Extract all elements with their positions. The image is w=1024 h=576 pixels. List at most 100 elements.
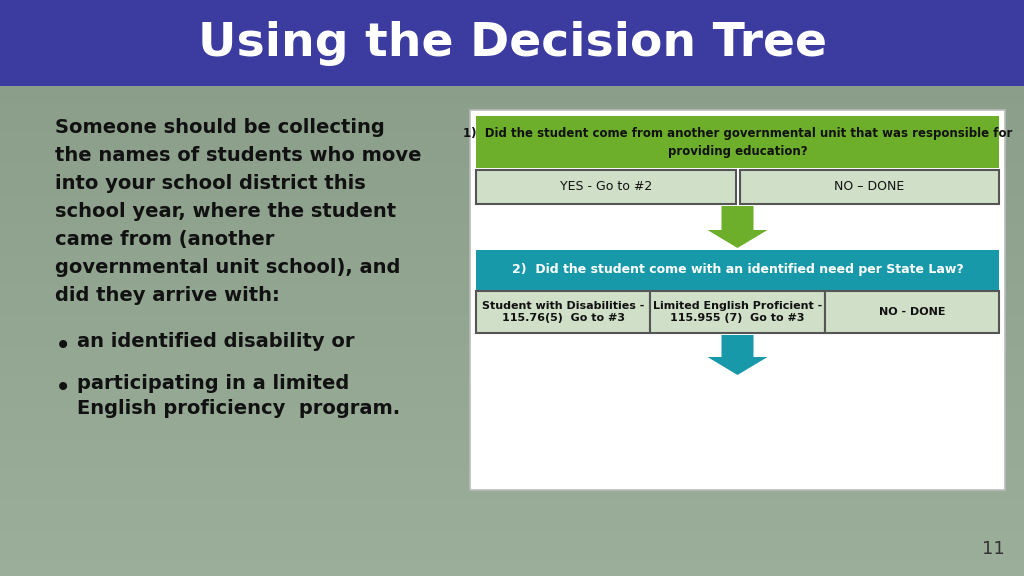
Bar xyxy=(0,246,1024,247)
Bar xyxy=(0,302,1024,303)
Bar xyxy=(0,292,1024,293)
Bar xyxy=(0,453,1024,454)
Bar xyxy=(0,547,1024,548)
Bar xyxy=(0,540,1024,541)
FancyBboxPatch shape xyxy=(739,170,999,204)
Bar xyxy=(0,473,1024,474)
Bar xyxy=(0,210,1024,211)
Bar xyxy=(0,558,1024,559)
Bar xyxy=(0,131,1024,132)
Bar xyxy=(0,315,1024,316)
Bar xyxy=(0,189,1024,190)
Bar xyxy=(0,541,1024,542)
Bar xyxy=(0,314,1024,315)
Bar xyxy=(0,110,1024,111)
Bar xyxy=(0,138,1024,139)
Bar xyxy=(0,111,1024,112)
Bar xyxy=(0,442,1024,443)
Bar xyxy=(0,101,1024,102)
Bar xyxy=(0,161,1024,162)
Bar xyxy=(0,96,1024,97)
Bar xyxy=(0,309,1024,310)
Bar xyxy=(0,105,1024,106)
Bar xyxy=(0,468,1024,469)
Bar xyxy=(0,500,1024,501)
Bar xyxy=(0,290,1024,291)
Bar xyxy=(0,410,1024,411)
Bar xyxy=(0,244,1024,245)
Bar xyxy=(0,384,1024,385)
Bar xyxy=(0,177,1024,178)
Bar xyxy=(0,202,1024,203)
Bar xyxy=(0,346,1024,347)
Bar xyxy=(0,406,1024,407)
Bar xyxy=(0,527,1024,528)
Bar xyxy=(0,223,1024,224)
Bar xyxy=(0,251,1024,252)
Bar xyxy=(0,425,1024,426)
Bar xyxy=(0,566,1024,567)
Bar xyxy=(0,447,1024,448)
Bar xyxy=(0,256,1024,257)
Bar xyxy=(0,331,1024,332)
Bar xyxy=(0,220,1024,221)
Bar xyxy=(0,575,1024,576)
Bar xyxy=(0,225,1024,226)
Bar xyxy=(0,513,1024,514)
Bar xyxy=(0,324,1024,325)
Bar xyxy=(0,557,1024,558)
Bar xyxy=(0,250,1024,251)
Bar xyxy=(0,103,1024,104)
Bar xyxy=(0,313,1024,314)
FancyBboxPatch shape xyxy=(0,0,1024,86)
Bar xyxy=(0,472,1024,473)
Bar xyxy=(0,407,1024,408)
Bar xyxy=(0,200,1024,201)
Bar xyxy=(0,530,1024,531)
Bar xyxy=(0,560,1024,561)
Bar xyxy=(0,207,1024,208)
Bar xyxy=(0,310,1024,311)
Bar xyxy=(0,482,1024,483)
Bar xyxy=(0,464,1024,465)
Bar xyxy=(0,492,1024,493)
Bar xyxy=(0,278,1024,279)
Bar xyxy=(0,454,1024,455)
Bar xyxy=(0,94,1024,95)
Bar xyxy=(0,329,1024,330)
FancyBboxPatch shape xyxy=(476,116,999,168)
Bar xyxy=(0,484,1024,485)
Bar xyxy=(0,380,1024,381)
Text: YES - Go to #2: YES - Go to #2 xyxy=(560,180,652,194)
Bar xyxy=(0,456,1024,457)
Bar xyxy=(0,169,1024,170)
Text: Someone should be collecting: Someone should be collecting xyxy=(55,118,385,137)
Bar xyxy=(0,475,1024,476)
Bar xyxy=(0,430,1024,431)
Bar xyxy=(0,480,1024,481)
Bar xyxy=(0,531,1024,532)
Bar xyxy=(0,362,1024,363)
Bar xyxy=(0,376,1024,377)
Bar xyxy=(0,173,1024,174)
Bar xyxy=(0,301,1024,302)
FancyBboxPatch shape xyxy=(824,291,999,333)
Bar xyxy=(0,536,1024,537)
Bar xyxy=(0,211,1024,212)
Bar xyxy=(0,174,1024,175)
Bar xyxy=(0,471,1024,472)
Bar xyxy=(0,259,1024,260)
Bar xyxy=(0,379,1024,380)
Bar xyxy=(0,195,1024,196)
Bar xyxy=(0,281,1024,282)
Bar xyxy=(0,396,1024,397)
Bar xyxy=(0,98,1024,99)
Bar xyxy=(0,519,1024,520)
Bar xyxy=(0,219,1024,220)
Text: NO - DONE: NO - DONE xyxy=(879,307,945,317)
Bar xyxy=(0,262,1024,263)
Bar xyxy=(0,156,1024,157)
Bar xyxy=(0,432,1024,433)
Bar xyxy=(0,197,1024,198)
Bar xyxy=(0,574,1024,575)
